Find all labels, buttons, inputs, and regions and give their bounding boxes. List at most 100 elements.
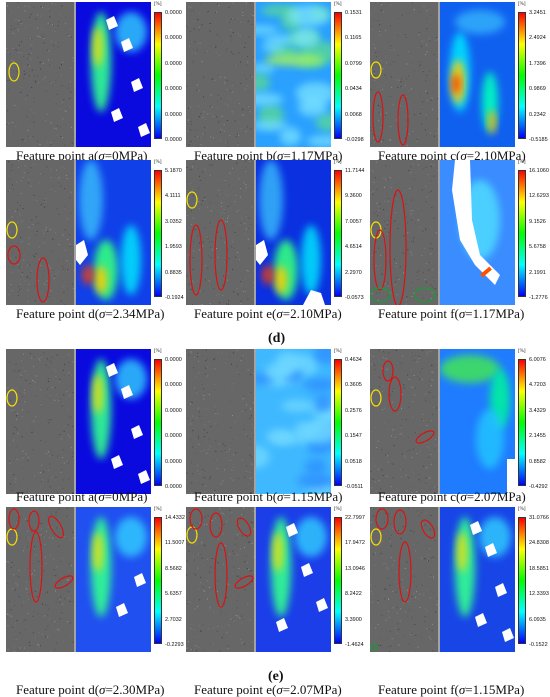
colorbar-tick-label: 0.0068 [345,111,362,118]
panel-caption: Feature point d(σ=2.34MPa) [16,307,164,321]
colorbar-tick-label: 0.2576 [345,407,362,414]
colorbar-tick-label: 0.3605 [345,382,362,389]
strain-region [95,266,107,294]
colorbar-tick-label: 8.2422 [345,591,362,598]
colorbar-tick-label: 14.4332 [165,515,185,521]
panel-caption: Feature point e(σ=2.10MPa) [194,307,342,321]
colorbar-tick-label: 0.0434 [345,86,362,93]
marker-ellipse [234,575,254,589]
strain-region [488,110,496,134]
strain-region [313,393,331,415]
feature-panel: [%] 6.0076 4.7203 3.4329 2.1455 0.8582 -0.4292 [370,349,550,494]
section-label: (e) [268,669,284,684]
caption-prefix: Feature point d( [16,306,100,321]
caption-prefix: Feature point c( [378,489,461,504]
caption-prefix: Feature point e( [194,682,277,697]
strain-region [275,266,287,294]
colorbar-tick-label: 8.5682 [165,565,182,572]
strain-region [256,120,289,131]
marker-ellipse [28,510,40,532]
strain-region [452,74,460,94]
specimen-image [186,349,256,494]
feature-panel: [%] 0.0000 0.0000 0.0000 0.0000 0.0000 0.0000 [6,349,191,494]
colorbar-tick-label: 0.0000 [165,484,182,490]
colorbar-tick-label: 2.1455 [529,433,546,440]
panel-caption: Feature point d(σ=2.30MPa) [16,683,164,697]
colorbar-tick-label: 2.1991 [529,269,546,276]
colorbar-tick-label: -0.1522 [529,642,548,648]
caption-sigma: σ [276,682,283,697]
caption-prefix: Feature point c( [378,148,461,163]
missing-region [76,240,88,265]
section-label: (d) [268,331,286,346]
colorbar-gradient [334,359,342,486]
colorbar-tick-label: 22.7997 [345,515,365,521]
caption-prefix: Feature point e( [194,306,277,321]
marker-ellipse [393,509,407,535]
strain-region [256,92,284,106]
colorbar-tick-label: 0.4634 [345,357,362,363]
strain-region [121,225,141,295]
colorbar-gradient [154,517,162,644]
specimen-image [370,507,440,652]
missing-region [475,613,487,627]
marker-ellipse [6,389,18,407]
marker-ellipse [186,191,198,209]
marker-ellipse [214,542,228,608]
missing-region [470,521,482,535]
caption-prefix: Feature point f( [378,682,459,697]
colorbar-unit: [%] [518,160,526,165]
caption-suffix: =2.07MPa) [466,489,526,504]
colorbar-tick-label: 0.0000 [165,10,182,16]
colorbar-gradient [154,359,162,486]
colorbar-tick-label: 18.5851 [529,565,549,572]
colorbar-tick-label: 0.8835 [165,269,182,276]
caption-sigma: σ [458,682,466,697]
caption-prefix: Feature point b( [194,148,278,163]
marker-ellipse [189,508,203,530]
feature-panel: [%] 5.1870 4.1111 3.0352 1.9593 0.8835 -0.1924 [6,160,191,305]
marker-ellipse [398,541,412,603]
caption-suffix: =0MPa) [104,148,148,163]
panel-caption: Feature point c(σ=2.10MPa) [378,149,526,163]
missing-region [276,618,288,632]
colorbar: [%] 14.4332 11.5007 8.5682 5.6357 2.7032 -0.22… [154,507,194,652]
colorbar: [%] 16.1060 12.6293 9.1526 5.6758 2.1991 -1.27… [518,160,550,305]
colorbar-gradient [334,517,342,644]
caption-sigma: σ [277,148,284,163]
specimen-image [186,160,256,305]
strain-region [264,362,294,380]
caption-suffix: =2.07MPa) [282,682,342,697]
strain-region [298,97,328,117]
caption-prefix: Feature point d( [16,682,100,697]
specimen-surface [370,507,440,652]
colorbar-tick-label: 6.0935 [529,616,546,623]
colorbar-unit: [%] [334,2,342,7]
colorbar-gradient [518,12,526,139]
strain-region [262,265,274,285]
strain-region [306,135,331,147]
missing-region [286,523,298,537]
caption-prefix: Feature point a( [16,148,99,163]
feature-panel: [%] 22.7997 17.9472 13.0946 8.2422 3.3900 -1.4… [186,507,371,652]
colorbar-tick-label: 9.1526 [529,218,546,225]
colorbar-tick-label: 2.4924 [529,35,546,42]
strain-region [265,428,294,445]
colorbar-unit: [%] [334,160,342,165]
panel-caption: Feature point f(σ=1.17MPa) [378,307,524,321]
missing-region [138,123,150,137]
colorbar-unit: [%] [334,507,342,512]
strain-map [440,160,515,305]
specimen-image [6,2,76,147]
strain-region [302,420,331,444]
specimen-surface [6,349,76,494]
caption-sigma: σ [98,148,105,163]
missing-region [121,385,133,399]
colorbar-tick-label: -0.0298 [345,137,364,143]
feature-panel: [%] 0.1531 0.1165 0.0799 0.0434 0.0068 -0.0298 [186,2,371,147]
colorbar: [%] 11.7144 9.3600 7.0057 4.6514 2.2970 -0.057… [334,160,374,305]
specimen-image [186,507,256,652]
colorbar-tick-label: 16.1060 [529,168,549,174]
strain-region [264,54,324,66]
